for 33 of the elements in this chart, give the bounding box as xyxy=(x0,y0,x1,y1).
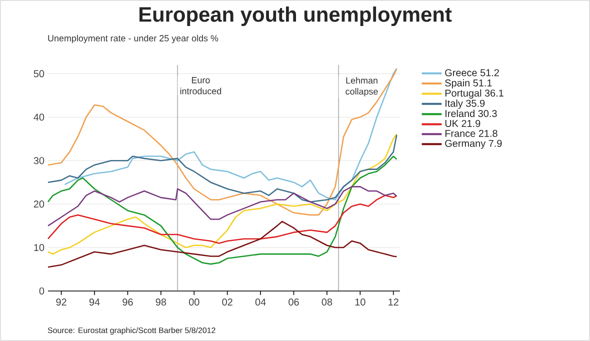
x-tick-label: 08 xyxy=(322,298,332,306)
x-tick-label: 12 xyxy=(388,298,398,306)
legend-label: Germany 7.9 xyxy=(445,140,502,149)
line-series xyxy=(47,134,398,203)
x-tick-label: 94 xyxy=(89,298,100,306)
x-tick-label: 02 xyxy=(222,298,232,306)
y-tick-label: 0 xyxy=(39,287,44,295)
chart-title: European youth unemployment xyxy=(139,6,452,26)
x-tick-label: 06 xyxy=(288,298,299,306)
x-tick-label: 92 xyxy=(56,298,66,306)
legend-label: Portugal 36.1 xyxy=(445,89,504,99)
legend-label: Greece 51.2 xyxy=(445,69,499,76)
legend-label: Italy 35.9 xyxy=(446,100,485,109)
y-tick-label: 40 xyxy=(34,114,44,121)
legend-label: Ireland 30.3 xyxy=(446,110,497,118)
x-tick-label: 00 xyxy=(188,298,200,306)
x-tick-label: 04 xyxy=(255,298,266,306)
ref-line-label: Euro introduced xyxy=(180,77,222,94)
y-tick-label: 50 xyxy=(34,70,44,78)
legend-label: UK 21.9 xyxy=(445,120,480,128)
y-tick-label: 30 xyxy=(34,157,44,164)
legend-label: France 21.8 xyxy=(445,130,498,137)
x-tick-label: 96 xyxy=(122,298,133,306)
chart-subtitle: Unemployment rate - under 25 year olds % xyxy=(48,34,218,44)
x-tick-label: 98 xyxy=(156,298,166,306)
line-series xyxy=(47,186,398,226)
y-tick-label: 10 xyxy=(34,244,44,252)
line-series xyxy=(47,133,398,255)
y-tick-label: 20 xyxy=(34,200,44,208)
ref-line-label: Lehman collapse xyxy=(346,77,378,96)
legend-label: Spain 51.1 xyxy=(445,79,492,88)
line-series xyxy=(47,194,398,244)
x-tick-label: 10 xyxy=(355,298,366,306)
